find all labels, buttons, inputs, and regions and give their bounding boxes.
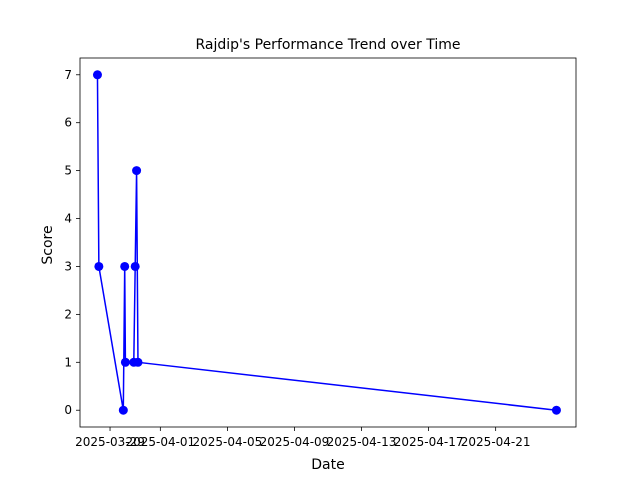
data-point <box>130 261 140 271</box>
data-point <box>94 261 104 271</box>
y-tick-label: 2 <box>64 307 72 321</box>
y-axis-label: Score <box>40 225 56 264</box>
x-tick-label: 2025-04-17 <box>394 435 464 449</box>
plot-area: 012345672025-03-292025-04-012025-04-0520… <box>64 57 577 449</box>
data-point <box>132 166 142 176</box>
data-point <box>120 357 130 367</box>
data-point <box>133 357 143 367</box>
y-tick-label: 3 <box>64 259 72 273</box>
data-point <box>551 405 561 415</box>
data-point <box>120 261 130 271</box>
y-tick-label: 4 <box>64 212 72 226</box>
y-tick-label: 5 <box>64 164 72 178</box>
y-tick-label: 6 <box>64 116 72 130</box>
x-tick-label: 2025-04-09 <box>260 435 330 449</box>
x-tick-label: 2025-04-13 <box>327 435 397 449</box>
y-tick-label: 1 <box>64 355 72 369</box>
data-point <box>118 405 128 415</box>
x-axis-label: Date <box>311 457 344 473</box>
x-tick-label: 2025-04-05 <box>193 435 263 449</box>
axes-frame <box>79 57 577 428</box>
y-tick-label: 0 <box>64 403 72 417</box>
data-point <box>92 70 102 80</box>
y-tick-label: 7 <box>64 68 72 82</box>
x-tick-label: 2025-04-01 <box>125 435 195 449</box>
chart-title: Rajdip's Performance Trend over Time <box>195 37 460 53</box>
x-tick-label: 2025-04-21 <box>461 435 531 449</box>
x-tick-label: 2025-03-29 <box>75 435 145 449</box>
